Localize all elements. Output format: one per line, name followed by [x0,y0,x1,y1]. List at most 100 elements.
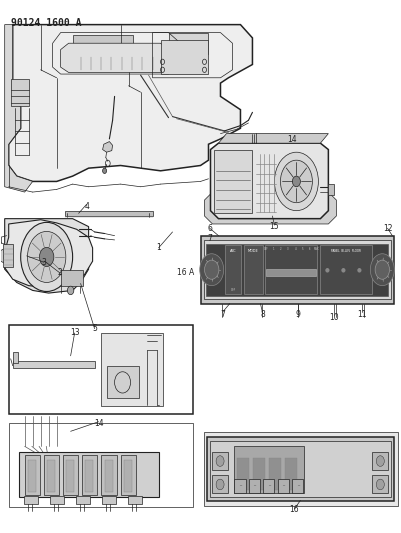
Circle shape [371,254,394,286]
Bar [215,150,253,213]
Bar [101,333,162,406]
Bar [24,496,38,504]
Circle shape [205,260,219,279]
Text: 2: 2 [57,269,62,277]
Bar [207,244,388,296]
Bar [249,479,260,494]
Polygon shape [61,43,168,72]
Bar [320,245,372,294]
Circle shape [376,479,384,490]
Bar [235,446,304,494]
Bar [102,496,116,504]
Text: ●: ● [341,267,346,272]
Bar [85,460,93,492]
Bar [105,460,113,492]
Text: 11: 11 [358,310,367,319]
Text: 7: 7 [207,234,212,243]
Bar [63,455,78,495]
Polygon shape [5,25,32,192]
Bar [235,479,246,494]
Bar [204,240,391,300]
Text: 14: 14 [288,135,297,144]
Polygon shape [103,142,113,152]
Bar [225,245,241,294]
Bar [277,479,289,494]
Text: ━: ━ [239,484,241,488]
Text: 5: 5 [92,324,97,333]
Text: ●: ● [325,267,330,272]
Bar [44,455,59,495]
Bar [269,458,281,490]
Circle shape [280,160,312,203]
Bar [47,460,55,492]
Bar [66,460,74,492]
Text: ━: ━ [268,484,270,488]
Text: 90124 1600 A: 90124 1600 A [11,18,81,28]
Bar [211,441,391,497]
Text: 5: 5 [302,247,303,252]
Circle shape [39,247,54,266]
Text: 8: 8 [260,310,265,319]
Bar [128,496,142,504]
Circle shape [216,479,224,490]
Text: 1: 1 [273,247,274,252]
Bar [373,475,388,494]
Text: MODE: MODE [248,249,259,253]
Text: 6: 6 [207,224,212,233]
Text: 4: 4 [84,202,89,211]
Bar [212,451,228,470]
Bar [292,479,303,494]
Text: 3: 3 [287,247,289,252]
Text: ━: ━ [297,484,299,488]
Bar [160,39,209,74]
Bar [121,455,136,495]
Text: 14: 14 [94,419,103,428]
Bar [13,361,95,368]
Bar [244,245,263,294]
Text: 2: 2 [280,247,282,252]
Bar [207,437,394,502]
Text: A/C: A/C [230,249,237,253]
Bar [212,475,228,494]
Text: ━: ━ [253,484,255,488]
Bar [107,367,139,398]
Circle shape [67,286,74,295]
Bar [285,458,297,490]
Text: 9: 9 [296,310,301,319]
Polygon shape [219,134,328,143]
Bar [263,479,274,494]
Bar [204,432,397,506]
Bar [9,423,192,507]
Circle shape [376,456,384,466]
Polygon shape [5,219,89,293]
Text: ━: ━ [282,484,284,488]
Circle shape [21,222,73,292]
Bar [11,79,28,106]
Circle shape [27,231,66,282]
Bar [9,325,192,414]
Text: 16: 16 [290,505,299,514]
Polygon shape [211,143,328,219]
Bar [65,211,152,216]
Text: 13: 13 [70,328,79,337]
Text: OFF: OFF [264,247,269,252]
Bar [168,33,209,54]
Text: 7: 7 [220,310,225,319]
Text: PANEL  BI-LEV  FLOOR: PANEL BI-LEV FLOOR [330,249,360,254]
Bar [373,451,388,470]
Circle shape [216,456,224,466]
Polygon shape [9,25,253,181]
Text: 3: 3 [41,258,46,266]
Circle shape [200,254,224,286]
Bar [73,35,133,56]
Text: 15: 15 [269,222,279,231]
Bar [200,236,394,304]
Polygon shape [5,220,93,288]
Bar [266,269,316,277]
Bar [76,496,90,504]
Text: MAX: MAX [314,247,320,252]
Bar [50,496,64,504]
Bar [25,455,40,495]
Circle shape [292,176,300,187]
Text: 6: 6 [309,247,310,252]
